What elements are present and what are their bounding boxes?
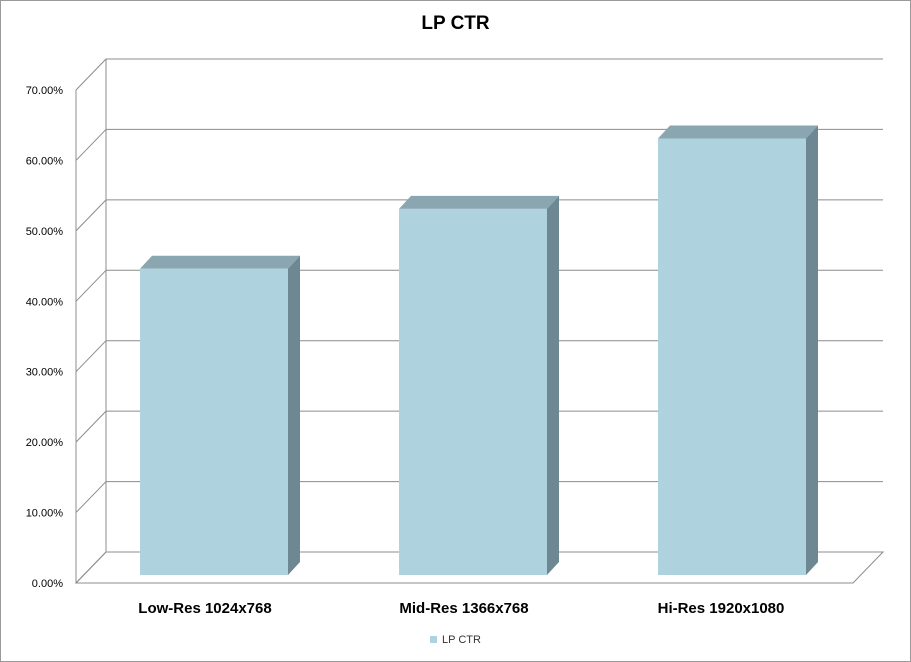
y-tick-label: 50.00%: [26, 226, 64, 238]
legend: LP CTR: [1, 634, 910, 646]
bar: [140, 268, 288, 575]
bar-side: [288, 255, 300, 576]
chart-title: LP CTR: [421, 13, 490, 34]
y-tick-label: 0.00%: [32, 578, 63, 590]
y-tick-label: 10.00%: [26, 508, 64, 520]
y-tick-label: 20.00%: [26, 437, 64, 449]
bar: [658, 138, 806, 576]
bar-top: [658, 125, 818, 139]
bar-top: [399, 195, 559, 209]
y-tick-label: 30.00%: [26, 367, 64, 379]
gridline-side: [75, 129, 107, 161]
gridline-side: [75, 199, 107, 232]
x-tick-label: Low-Res 1024x768: [138, 600, 271, 617]
legend-label: LP CTR: [442, 634, 481, 646]
floor: [74, 551, 885, 584]
x-tick-label: Mid-Res 1366x768: [399, 600, 528, 617]
bar-side: [547, 195, 559, 575]
y-tick-label: 40.00%: [26, 296, 64, 308]
gridline-side: [75, 410, 107, 443]
gridline-side: [75, 269, 107, 302]
legend-swatch: [430, 636, 438, 643]
gridline-side: [75, 340, 107, 373]
bar-side: [806, 125, 818, 576]
y-tick-label: 60.00%: [26, 155, 64, 167]
gridline-side: [75, 481, 107, 513]
x-tick-label: Hi-Res 1920x1080: [658, 600, 785, 617]
bar: [399, 208, 547, 575]
bar-top: [140, 255, 300, 269]
gridline-side: [75, 58, 107, 91]
y-tick-label: 70.00%: [26, 85, 64, 97]
